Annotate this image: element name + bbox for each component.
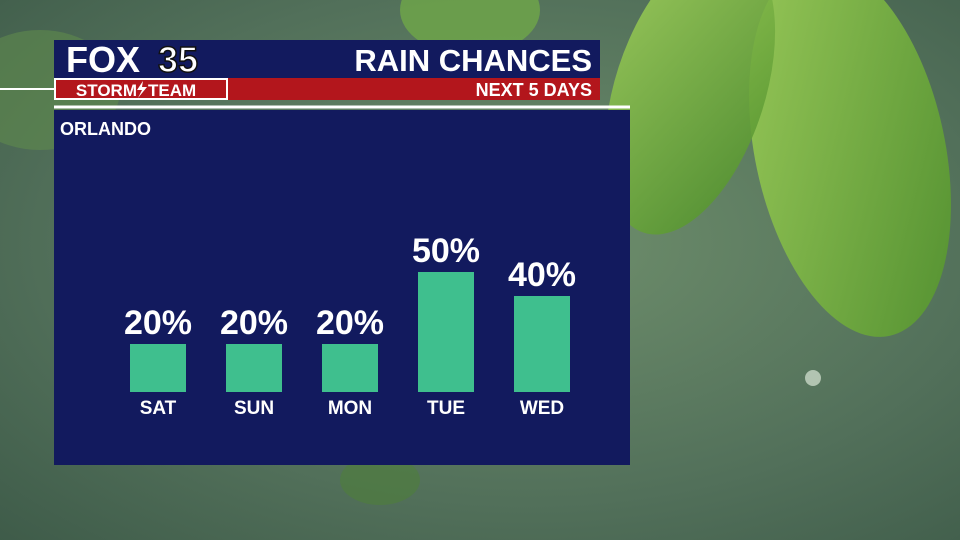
leaf <box>340 455 420 505</box>
x-tick-label: SUN <box>234 398 274 419</box>
chart-title: RAIN CHANCES <box>354 43 592 78</box>
leaf <box>604 0 776 235</box>
value-label: 50% <box>412 232 480 270</box>
chart-subtitle: NEXT 5 DAYS <box>476 80 592 100</box>
logo-team-left: STORM <box>76 81 137 100</box>
location: ORLANDO <box>60 119 151 139</box>
logo-team-right: TEAM <box>148 81 196 100</box>
logo-channel: 35 <box>158 39 198 80</box>
x-tick-label: MON <box>328 398 372 419</box>
leaf <box>749 0 951 337</box>
value-label: 20% <box>124 304 192 342</box>
bar <box>130 344 186 392</box>
value-label: 40% <box>508 256 576 294</box>
value-label: 20% <box>316 304 384 342</box>
bar <box>514 296 570 392</box>
subheader-bar <box>54 78 600 100</box>
logo-bolt <box>137 81 147 98</box>
header-bar <box>54 40 600 78</box>
drop <box>805 370 821 386</box>
x-tick-label: TUE <box>427 398 465 419</box>
x-tick-label: SAT <box>140 398 177 419</box>
logo-network: FOX <box>66 39 140 80</box>
panel <box>54 110 630 465</box>
bar <box>418 272 474 392</box>
x-tick-label: WED <box>520 398 564 419</box>
bar <box>322 344 378 392</box>
value-label: 20% <box>220 304 288 342</box>
logo-frame <box>54 78 228 100</box>
bar <box>226 344 282 392</box>
